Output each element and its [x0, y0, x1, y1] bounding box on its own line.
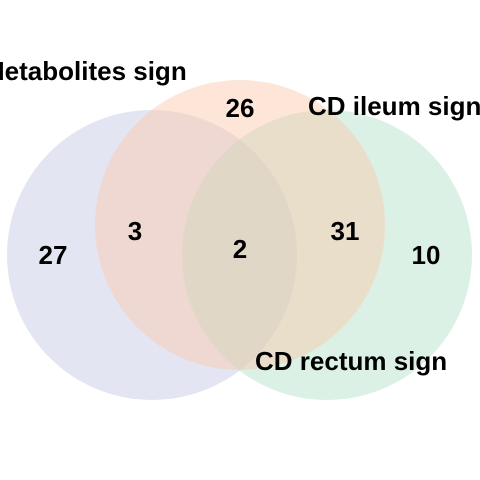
set-label-cd-rectum: CD rectum sign: [255, 346, 447, 376]
count-ileum-only: 26: [226, 93, 255, 123]
count-all-three: 2: [233, 234, 247, 264]
count-ileum-rectum: 31: [331, 216, 360, 246]
set-label-metabolites: Metabolites sign: [0, 56, 187, 86]
set-circle-cd-ileum: [95, 80, 385, 370]
set-circle-metabolites: [7, 110, 297, 400]
set-circle-cd-rectum: [182, 110, 472, 400]
count-rectum-only: 10: [412, 240, 441, 270]
count-metabolites-ileum: 3: [128, 216, 142, 246]
count-metabolites-only: 27: [39, 240, 68, 270]
set-label-cd-ileum: CD ileum sign: [308, 91, 480, 121]
